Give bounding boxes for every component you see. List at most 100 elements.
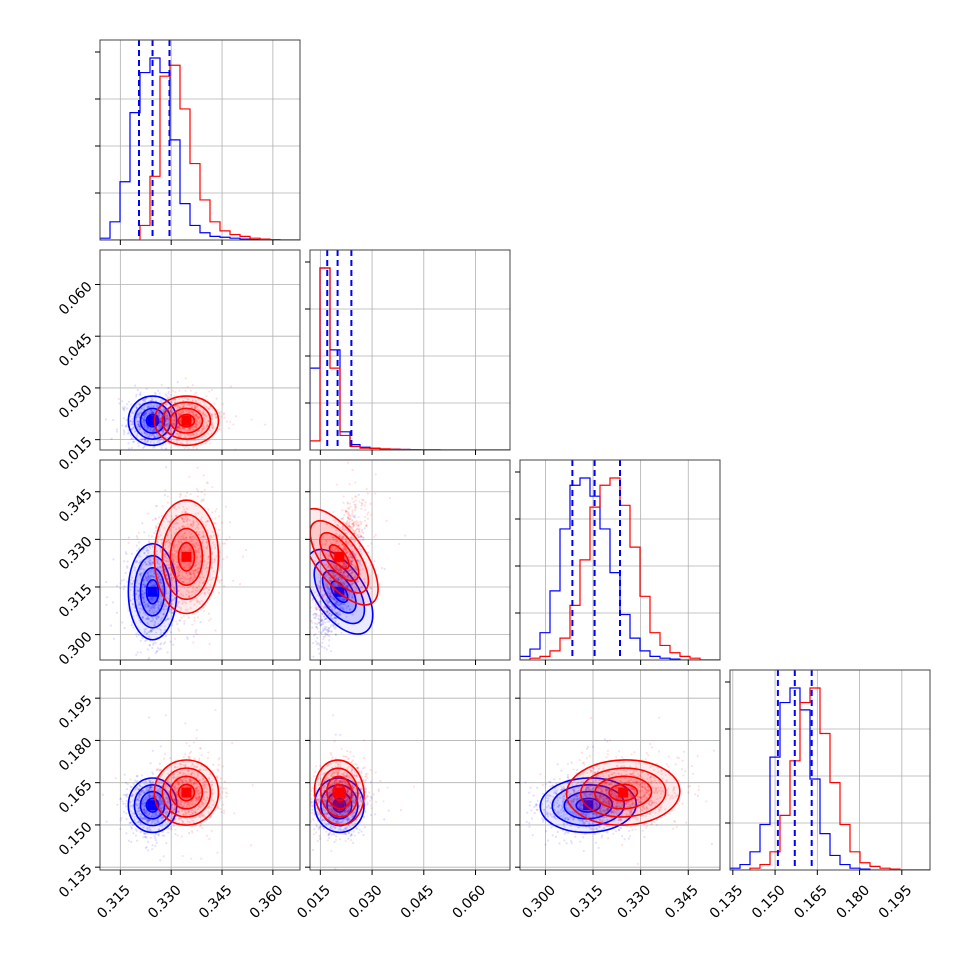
scatter-point (209, 537, 212, 540)
scatter-point (182, 534, 185, 537)
scatter-point (172, 525, 175, 529)
scatter-point (241, 555, 245, 558)
scatter-point (228, 536, 231, 539)
scatter-point (135, 393, 138, 396)
scatter-point (173, 415, 176, 418)
scatter-point (137, 424, 140, 427)
scatter-point (311, 621, 314, 624)
scatter-point (165, 426, 169, 429)
scatter-point (154, 641, 157, 645)
scatter-point (136, 413, 139, 416)
scatter-point (159, 453, 161, 455)
scatter-point (202, 409, 205, 413)
scatter-point (150, 561, 153, 564)
scatter-point (162, 408, 165, 411)
scatter-point (179, 434, 182, 437)
scatter-point (167, 386, 170, 390)
scatter-point (159, 437, 162, 440)
scatter-point (165, 557, 168, 560)
scatter-point (144, 560, 147, 564)
panel-content (100, 40, 300, 240)
scatter-point (183, 566, 186, 569)
scatter-point (210, 561, 214, 564)
scatter-point (159, 603, 163, 606)
scatter-point (174, 424, 178, 427)
scatter-point (163, 605, 166, 608)
scatter-point (152, 575, 155, 578)
scatter-point (166, 520, 170, 523)
scatter-point (163, 407, 166, 410)
scatter-point (153, 442, 156, 445)
scatter-point (196, 454, 198, 456)
scatter-point (143, 594, 147, 598)
scatter-point (151, 398, 154, 401)
scatter-point (320, 645, 324, 648)
scatter-point (147, 575, 151, 578)
scatter-point (213, 560, 216, 564)
scatter-point (153, 572, 156, 575)
scatter-point (156, 440, 159, 444)
scatter-point (171, 622, 174, 625)
scatter-point (169, 402, 173, 405)
scatter-point (162, 429, 165, 432)
scatter-point (195, 413, 198, 417)
scatter-point (232, 423, 235, 426)
scatter-point (137, 593, 140, 596)
scatter-point (204, 586, 207, 589)
scatter-point (202, 401, 205, 404)
scatter-point (147, 575, 150, 578)
scatter-point (135, 579, 138, 582)
scatter-point (145, 546, 148, 550)
scatter-point (166, 501, 169, 504)
scatter-point (150, 607, 154, 610)
scatter-point (177, 406, 180, 409)
scatter-point (153, 404, 156, 407)
scatter-point (150, 628, 153, 631)
scatter-point (158, 439, 161, 442)
scatter-point (173, 419, 177, 422)
scatter-point (150, 600, 154, 603)
scatter-point (363, 527, 366, 530)
scatter-point (139, 427, 142, 431)
scatter-point (206, 406, 209, 409)
scatter-point (173, 394, 176, 398)
scatter-point (206, 482, 209, 485)
scatter-point (163, 423, 166, 426)
scatter-point (159, 420, 162, 423)
scatter-point (196, 417, 199, 420)
scatter-point (306, 577, 308, 579)
scatter-point (214, 416, 217, 419)
scatter-point (149, 402, 152, 406)
scatter-point (151, 411, 154, 414)
scatter-point (170, 410, 173, 413)
scatter-point (301, 591, 303, 593)
scatter-point (180, 608, 183, 611)
scatter-point (177, 540, 180, 543)
scatter-point (159, 417, 163, 420)
scatter-point (198, 547, 201, 550)
scatter-point (170, 599, 173, 602)
scatter-point (194, 413, 197, 417)
scatter-point (210, 431, 213, 435)
scatter-point (202, 581, 205, 584)
scatter-point (201, 521, 204, 524)
scatter-point (130, 446, 133, 450)
scatter-point (182, 411, 185, 414)
scatter-point (189, 427, 192, 430)
scatter-point (138, 413, 141, 416)
scatter-point (172, 422, 175, 425)
scatter-point (189, 576, 192, 580)
scatter-point (195, 541, 199, 544)
scatter-point (146, 572, 149, 575)
scatter-point (195, 415, 198, 418)
scatter-point (207, 508, 210, 511)
scatter-point (174, 414, 178, 417)
scatter-point (178, 629, 181, 632)
scatter-point (148, 569, 151, 572)
scatter-point (176, 560, 179, 564)
scatter-point (159, 419, 162, 422)
scatter-point (150, 404, 154, 407)
scatter-point (155, 404, 159, 408)
scatter-point (200, 498, 203, 502)
scatter-point (207, 588, 211, 591)
